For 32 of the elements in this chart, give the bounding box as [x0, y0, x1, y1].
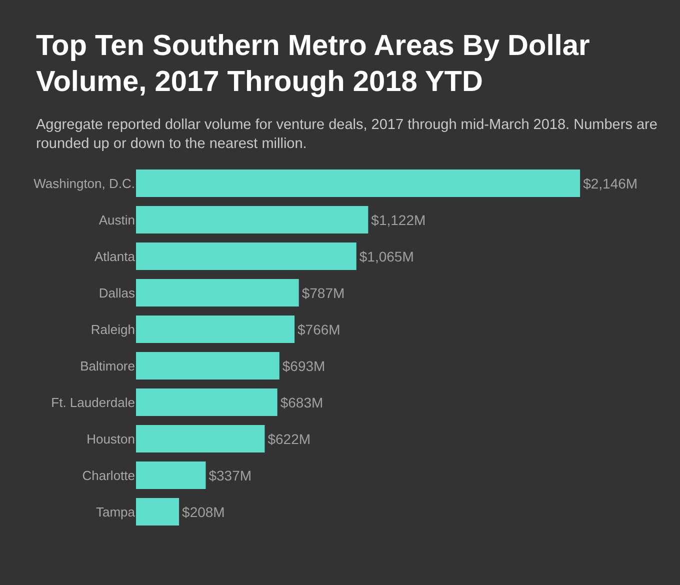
bar [136, 279, 299, 306]
bar [136, 498, 180, 526]
y-tick-label: Dallas [98, 285, 136, 300]
data-label: $622M [268, 430, 311, 447]
chart-subtitle: Aggregate reported dollar volume for venture deals, 2017 through mid-March 2018. Numbers are rounded up or down to the nearest million. [36, 116, 658, 154]
bar [136, 316, 295, 343]
bar [136, 242, 356, 270]
y-tick-label: Washington, D.C. [34, 176, 135, 191]
y-tick-label: Houston [86, 431, 135, 446]
data-label: $693M [282, 358, 326, 374]
chart-title: Top Ten Southern Metro Areas By Dollar Volume, 2017 Through 2018 YTD [36, 29, 591, 100]
bar [136, 352, 280, 380]
bar [136, 425, 265, 452]
y-tick-label: Charlotte [82, 468, 135, 483]
y-tick-label: Raleigh [90, 322, 135, 337]
y-tick-label: Austin [98, 212, 135, 228]
y-tick-label: Tampa [96, 504, 136, 520]
bar [136, 462, 206, 489]
data-label: $1,122M [371, 212, 426, 228]
y-tick-label: Atlanta [94, 248, 136, 264]
data-label: $1,065M [359, 248, 414, 264]
y-tick-label: Ft. Lauderdale [51, 394, 135, 410]
data-label: $766M [298, 321, 340, 338]
data-label: $787M [302, 284, 345, 301]
bar [136, 206, 368, 234]
data-label: $337M [208, 467, 252, 484]
data-label: $208M [182, 504, 225, 520]
data-label: $683M [280, 394, 324, 410]
y-tick-label: Baltimore [80, 358, 135, 374]
bar [136, 388, 278, 416]
bar [136, 170, 580, 197]
data-label: $2,146M [583, 175, 638, 192]
